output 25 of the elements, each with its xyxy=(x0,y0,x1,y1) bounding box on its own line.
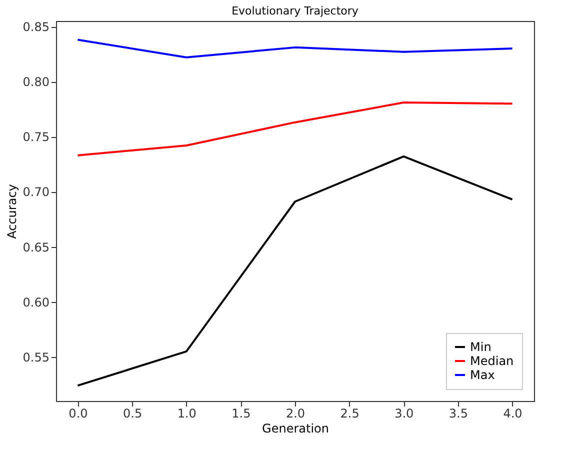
line-series xyxy=(76,155,514,387)
line-series xyxy=(76,38,514,58)
y-tick-label: 0.60 xyxy=(22,295,50,310)
line-series xyxy=(76,102,514,156)
x-tick-label: 0.5 xyxy=(123,406,142,420)
x-tick-label: 1.5 xyxy=(232,406,251,420)
y-tick-label: 0.70 xyxy=(22,185,50,200)
x-tick-label: 0.0 xyxy=(68,406,88,420)
x-tick-label: 2.5 xyxy=(340,406,360,420)
x-tick-label: 2.0 xyxy=(286,406,306,420)
y-tick-label: 0.55 xyxy=(22,350,50,364)
x-tick-label: 1.0 xyxy=(177,406,196,420)
x-axis-title: Generation xyxy=(262,422,329,436)
legend-label: Max xyxy=(470,368,495,382)
y-tick-label: 0.75 xyxy=(22,130,50,144)
legend-label: Median xyxy=(470,354,514,368)
y-tick-label: 0.80 xyxy=(22,75,50,90)
legend-label: Min xyxy=(470,340,492,354)
y-tick-label: 0.65 xyxy=(22,240,50,254)
x-tick-label: 3.0 xyxy=(394,406,414,420)
x-tick-label: 4.0 xyxy=(503,406,522,420)
y-axis-title: Accuracy xyxy=(4,184,19,239)
y-tick-label: 0.85 xyxy=(22,20,50,34)
chart-title: Evolutionary Trajectory xyxy=(232,4,359,18)
x-tick-label: 3.5 xyxy=(448,406,468,420)
